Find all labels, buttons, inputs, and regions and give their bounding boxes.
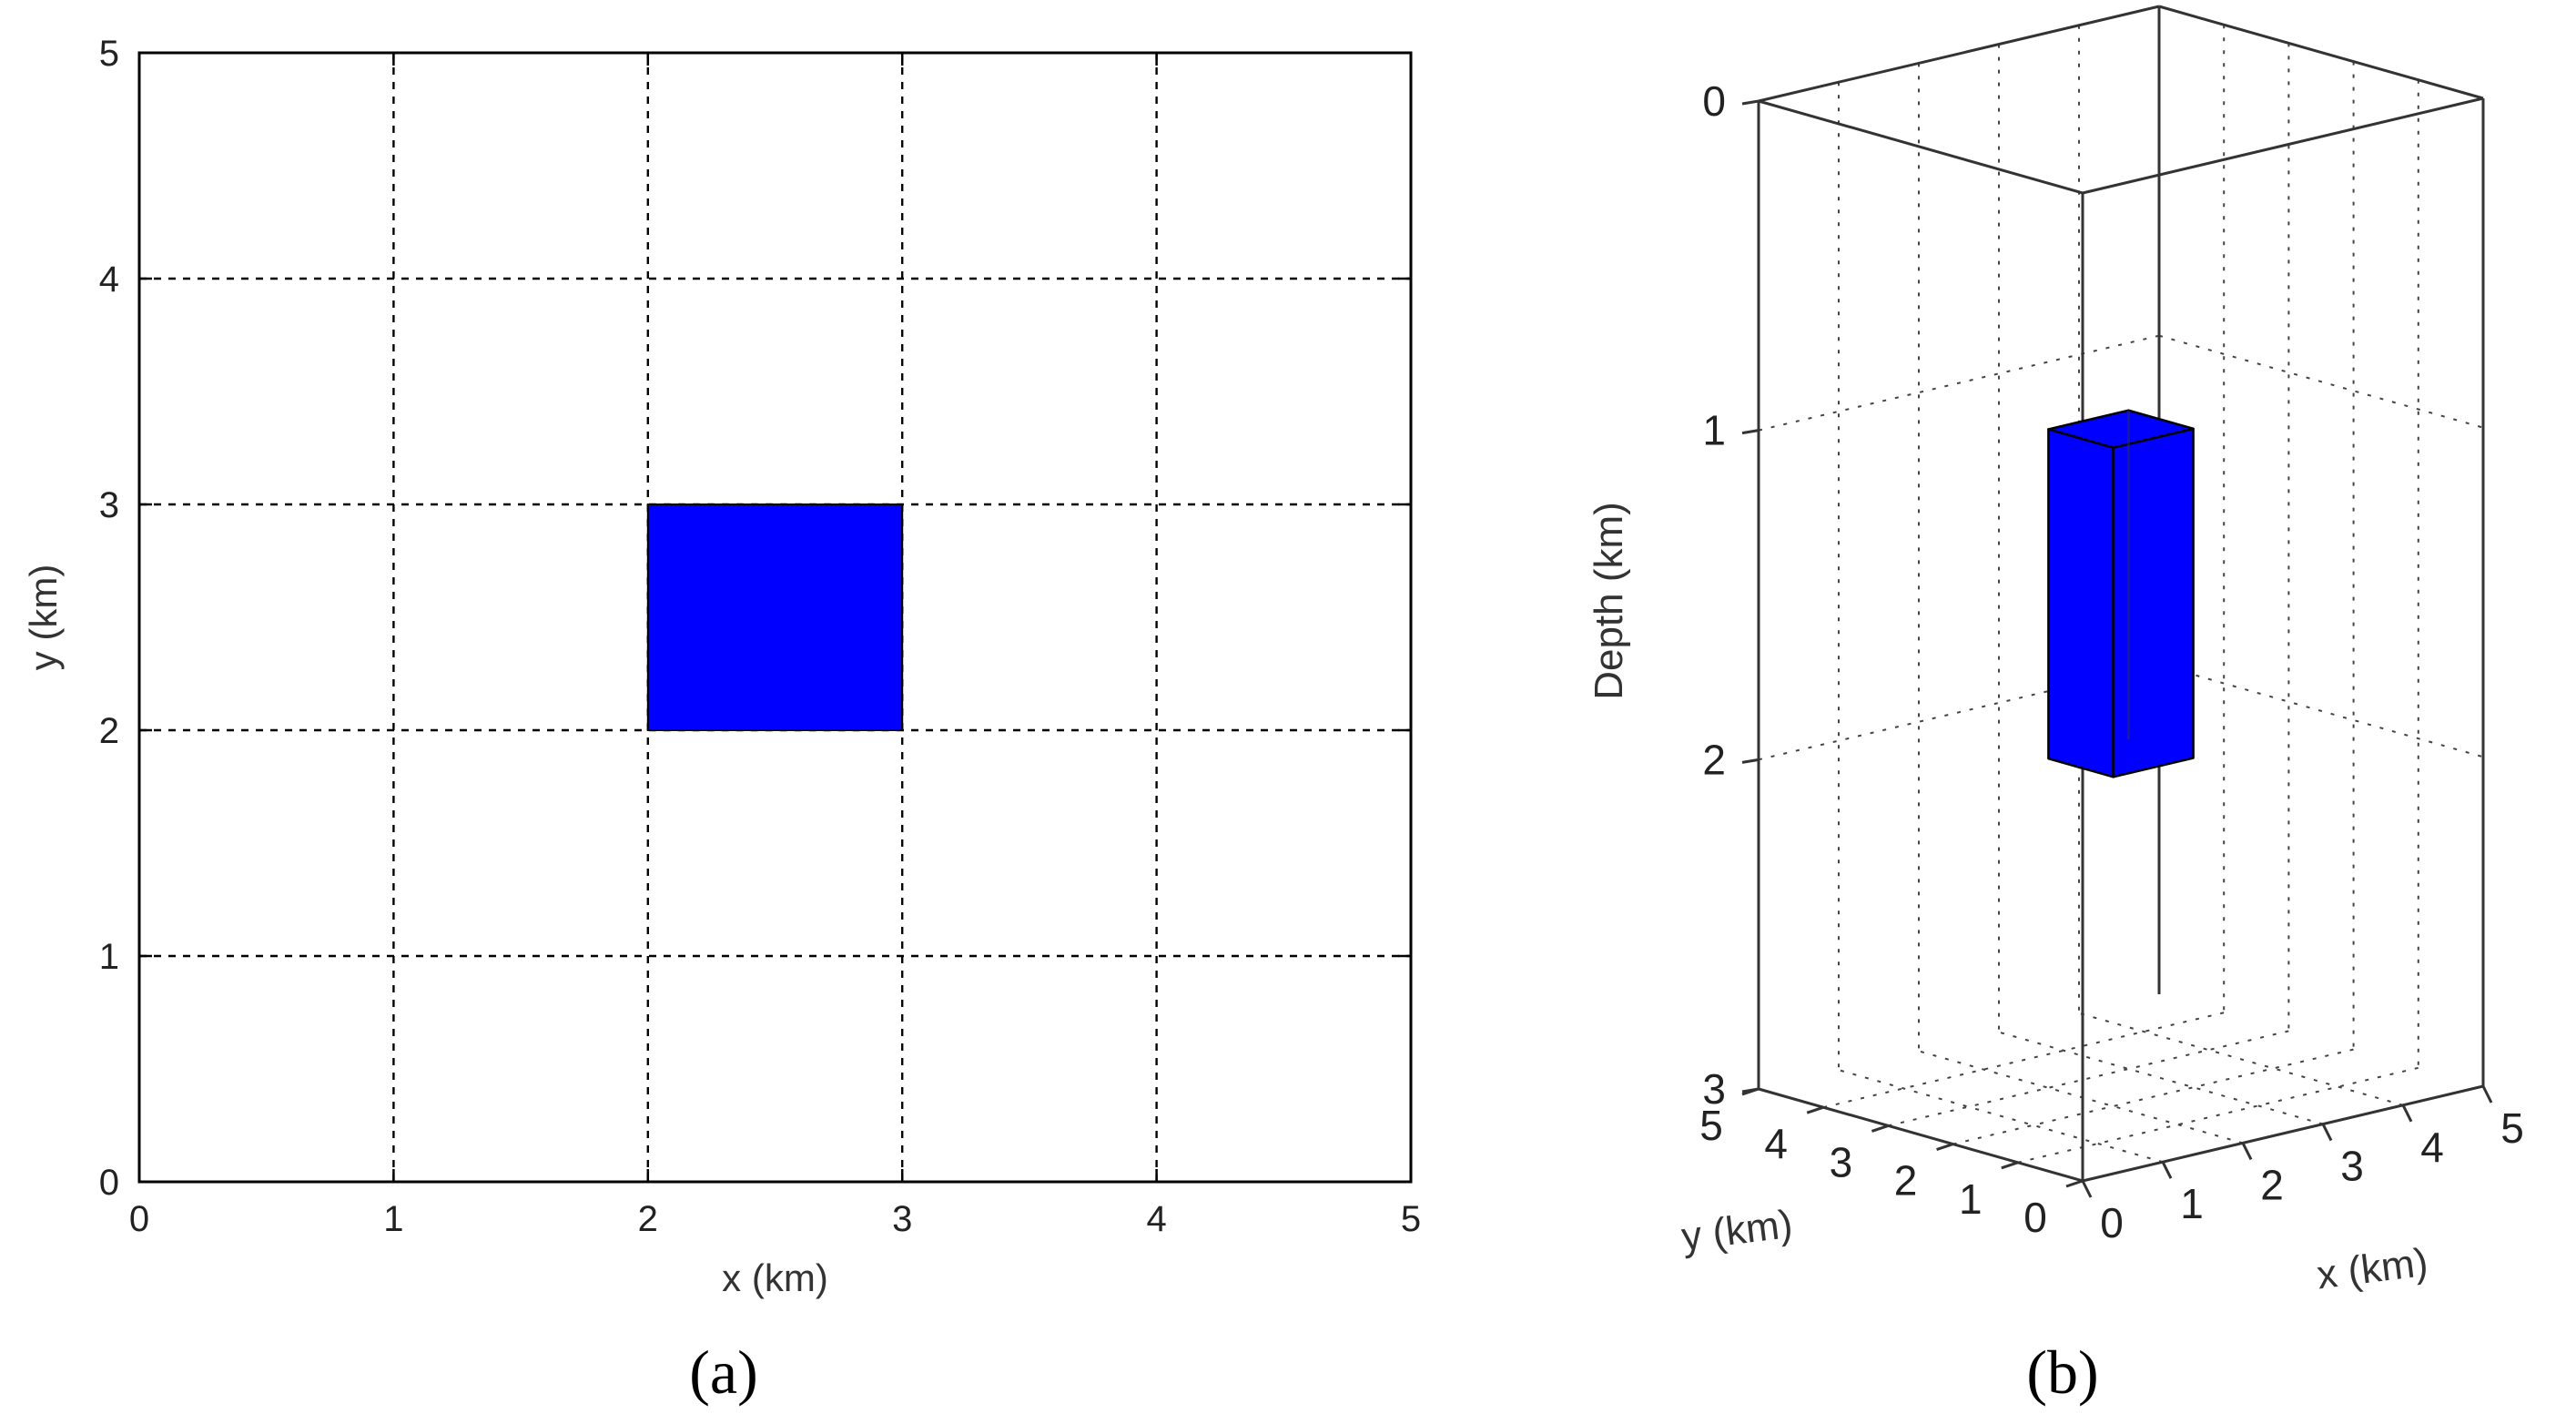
z-tick-mark bbox=[1741, 429, 1760, 435]
y-tick-label: 3 bbox=[99, 485, 119, 525]
x-tick-label: 4 bbox=[2420, 1124, 2444, 1171]
box-edge bbox=[2082, 1084, 2484, 1183]
x-tick-label: 2 bbox=[2260, 1161, 2284, 1208]
floor-grid-y bbox=[2017, 1066, 2419, 1164]
z-tick-mark bbox=[1741, 758, 1760, 764]
floor-grid-x bbox=[2078, 1012, 2404, 1106]
x-tick-label: 2 bbox=[638, 1199, 658, 1239]
x-tick-label: 0 bbox=[2100, 1199, 2124, 1246]
x-tick-mark bbox=[2161, 1161, 2173, 1179]
anomaly-rectangle bbox=[646, 503, 904, 731]
wall-grid-z bbox=[1758, 334, 2160, 432]
z-tick-label: 2 bbox=[1702, 736, 1726, 783]
floor-grid-x bbox=[1838, 1069, 2164, 1164]
x-tick-label: 5 bbox=[1401, 1199, 1421, 1239]
y-tick-label: 5 bbox=[1699, 1102, 1723, 1149]
z-tick-mark bbox=[1741, 99, 1760, 106]
floor-grid-x bbox=[1918, 1050, 2244, 1144]
wall-grid-z bbox=[2158, 334, 2484, 429]
box-edge bbox=[2158, 5, 2484, 100]
panel-label-b: (b) bbox=[2026, 1338, 2098, 1407]
y-tick-mark bbox=[1936, 1143, 1954, 1152]
x-tick-label: 0 bbox=[129, 1199, 149, 1239]
y-tick-label: 1 bbox=[1959, 1175, 1983, 1223]
x-axis-label-a: x (km) bbox=[722, 1256, 828, 1299]
y-axis-label-a: y (km) bbox=[22, 565, 65, 671]
y-tick-mark bbox=[2065, 1179, 2084, 1188]
floor-grid-y bbox=[1822, 1012, 2225, 1109]
box-edge bbox=[2082, 97, 2484, 195]
y-tick-label: 0 bbox=[2023, 1194, 2047, 1241]
z-axis-label-b: Depth (km) bbox=[1587, 502, 1631, 700]
z-tick-mark bbox=[1741, 1087, 1760, 1093]
y-tick-label: 4 bbox=[1764, 1120, 1788, 1167]
panel-label-a: (a) bbox=[689, 1338, 757, 1407]
prism-face-top bbox=[2047, 409, 2195, 449]
y-axis-label-b: y (km) bbox=[1679, 1202, 1795, 1260]
x-tick-mark bbox=[2081, 1180, 2093, 1198]
y-tick-label: 1 bbox=[99, 937, 119, 977]
z-tick-label: 3 bbox=[1702, 1065, 1726, 1113]
y-tick-mark bbox=[2001, 1161, 2019, 1170]
chart-a: 0 1 2 3 4 5 0 1 2 3 4 5 bbox=[99, 34, 1421, 1239]
wall-grid-z bbox=[2158, 664, 2484, 758]
y-tick-label: 3 bbox=[1830, 1138, 1853, 1185]
x-tick-mark bbox=[2481, 1085, 2493, 1104]
box-edge bbox=[1758, 99, 2084, 195]
floor-grid-y bbox=[1888, 1030, 2289, 1127]
z-tick-label: 0 bbox=[1702, 77, 1726, 125]
y-tick-label: 0 bbox=[99, 1163, 119, 1203]
x-tick-mark bbox=[2321, 1123, 2333, 1142]
y-tick-label: 4 bbox=[99, 259, 119, 300]
prism-face-left bbox=[2047, 428, 2115, 778]
plot-frame bbox=[137, 51, 1413, 1184]
x-tick-label: 3 bbox=[2340, 1143, 2364, 1190]
x-axis-label-b: x (km) bbox=[2315, 1240, 2430, 1298]
floor-grid-x bbox=[1998, 1031, 2324, 1125]
prism-face-front bbox=[2112, 427, 2195, 778]
y-tick-mark bbox=[1871, 1124, 1889, 1133]
x-tick-label: 4 bbox=[1146, 1199, 1166, 1239]
y-tick-label: 2 bbox=[99, 711, 119, 751]
x-tick-label: 3 bbox=[892, 1199, 912, 1239]
x-tick-mark bbox=[2241, 1142, 2253, 1161]
y-tick-label: 2 bbox=[1894, 1157, 1918, 1205]
y-tick-mark bbox=[1806, 1105, 1824, 1114]
z-tick-label: 1 bbox=[1702, 407, 1726, 454]
x-tick-label: 1 bbox=[383, 1199, 403, 1239]
x-tick-label: 1 bbox=[2180, 1180, 2204, 1227]
floor-grid-y bbox=[1952, 1048, 2354, 1145]
box-edge bbox=[1758, 5, 2160, 103]
box-edge bbox=[1758, 1087, 2084, 1183]
x-tick-mark bbox=[2401, 1104, 2413, 1123]
x-tick-label: 5 bbox=[2500, 1104, 2524, 1152]
wall-grid-z bbox=[1758, 664, 2160, 761]
y-tick-label: 5 bbox=[99, 34, 119, 74]
